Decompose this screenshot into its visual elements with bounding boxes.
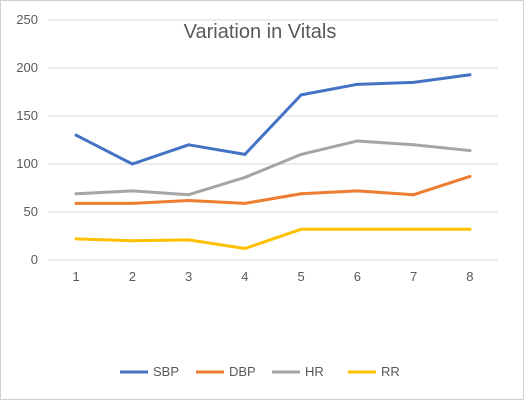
legend-label: SBP xyxy=(153,364,179,379)
data-point xyxy=(355,189,359,193)
x-tick-label: 6 xyxy=(354,269,361,284)
x-tick-label: 3 xyxy=(185,269,192,284)
data-point xyxy=(187,193,191,197)
data-point xyxy=(412,193,416,197)
y-tick-label: 250 xyxy=(16,12,38,27)
series-line-dbp xyxy=(74,174,472,205)
legend-label: RR xyxy=(381,364,400,379)
legend-label: DBP xyxy=(229,364,256,379)
data-point xyxy=(130,201,134,205)
data-point xyxy=(412,143,416,147)
y-tick-label: 0 xyxy=(31,252,38,267)
data-point xyxy=(130,162,134,166)
series-rr xyxy=(74,227,472,250)
x-tick-label: 2 xyxy=(129,269,136,284)
y-tick-label: 50 xyxy=(24,204,38,219)
data-point xyxy=(468,227,472,231)
data-point xyxy=(412,227,416,231)
data-point xyxy=(243,175,247,179)
gridlines xyxy=(48,19,498,261)
data-point xyxy=(187,143,191,147)
series-hr xyxy=(74,139,472,197)
data-point xyxy=(74,237,78,241)
x-tick-label: 4 xyxy=(241,269,248,284)
data-point xyxy=(187,238,191,242)
series-line-hr xyxy=(74,139,472,197)
y-tick-label: 100 xyxy=(16,156,38,171)
data-point xyxy=(243,201,247,205)
legend: SBP DBP HR RR xyxy=(120,364,400,379)
y-axis-ticks: 0 50 100 150 200 250 xyxy=(16,12,38,267)
data-point xyxy=(299,152,303,156)
chart-title: Variation in Vitals xyxy=(184,21,337,43)
series-line-sbp xyxy=(74,73,472,166)
series-dbp xyxy=(74,174,472,205)
data-point xyxy=(74,133,78,137)
x-tick-label: 8 xyxy=(466,269,473,284)
data-point xyxy=(355,227,359,231)
data-point xyxy=(299,93,303,97)
data-point xyxy=(187,198,191,202)
data-point xyxy=(468,73,472,77)
legend-item-rr: RR xyxy=(348,364,400,379)
data-point xyxy=(74,201,78,205)
data-point xyxy=(355,139,359,143)
legend-label: HR xyxy=(305,364,324,379)
series-line-rr xyxy=(74,227,472,250)
data-point xyxy=(243,152,247,156)
x-tick-label: 7 xyxy=(410,269,417,284)
data-point xyxy=(468,149,472,153)
data-point xyxy=(299,227,303,231)
data-point xyxy=(412,80,416,84)
data-point xyxy=(243,246,247,250)
y-tick-label: 150 xyxy=(16,108,38,123)
x-tick-label: 5 xyxy=(298,269,305,284)
legend-item-sbp: SBP xyxy=(120,364,179,379)
series-sbp xyxy=(74,73,472,166)
series-lines xyxy=(74,73,472,250)
y-tick-label: 200 xyxy=(16,60,38,75)
x-tick-label: 1 xyxy=(73,269,80,284)
data-point xyxy=(74,192,78,196)
data-point xyxy=(299,192,303,196)
data-point xyxy=(130,239,134,243)
legend-item-dbp: DBP xyxy=(196,364,256,379)
legend-item-hr: HR xyxy=(272,364,324,379)
data-point xyxy=(468,174,472,178)
data-point xyxy=(130,189,134,193)
x-axis-ticks: 1 2 3 4 5 6 7 8 xyxy=(73,269,474,284)
data-point xyxy=(355,82,359,86)
